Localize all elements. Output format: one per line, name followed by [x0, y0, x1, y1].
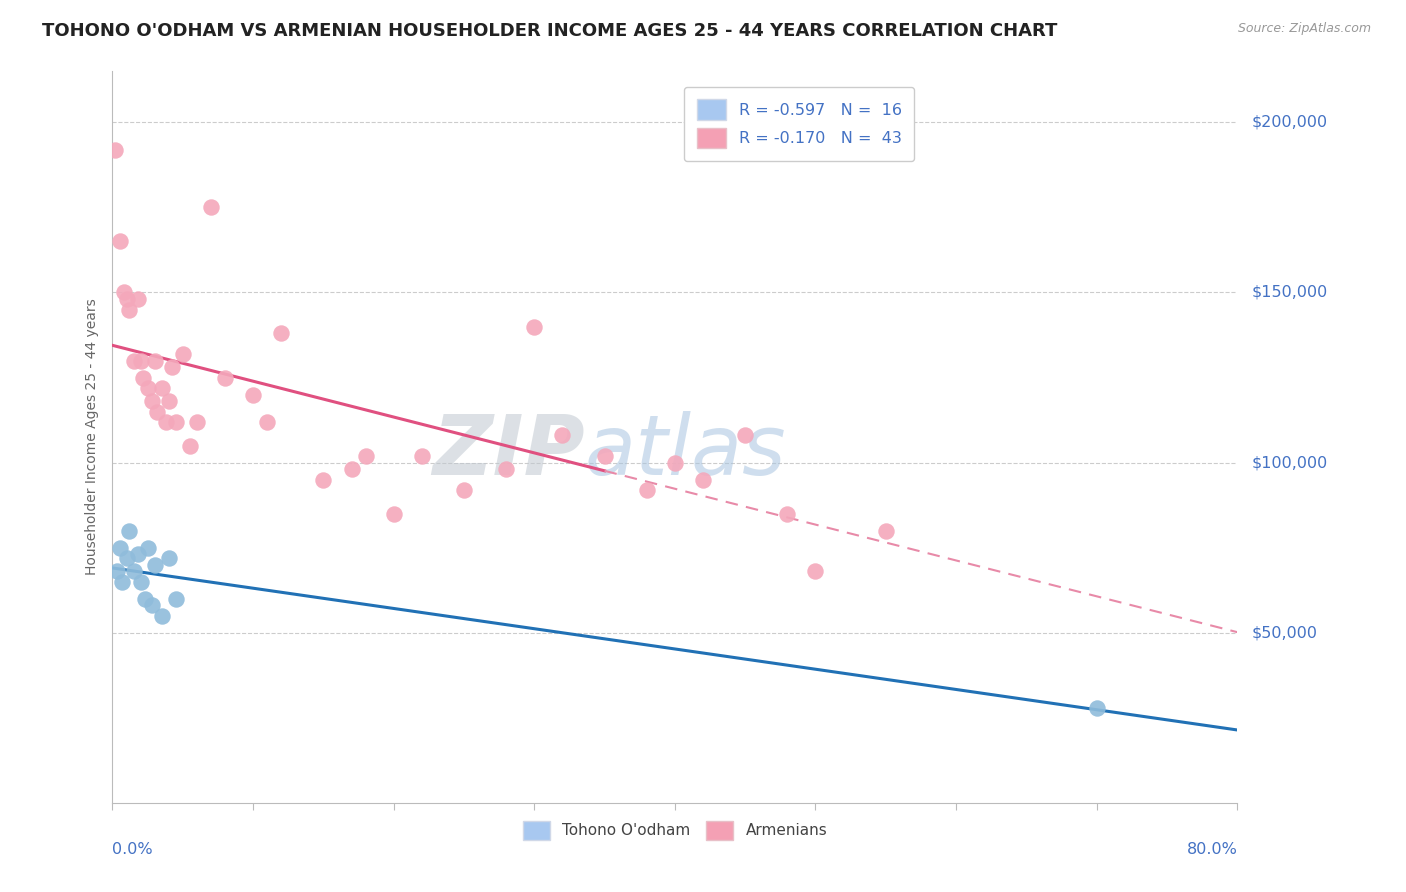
Point: [108, 541, 131, 555]
Text: $150,000: $150,000: [1251, 285, 1327, 300]
Point: [132, 370, 155, 384]
Point: [1085, 700, 1108, 714]
Legend: Tohono O'odham, Armenians: Tohono O'odham, Armenians: [516, 814, 834, 847]
Point: [115, 293, 138, 307]
Point: [340, 462, 363, 476]
Point: [270, 326, 292, 341]
Point: [136, 541, 159, 555]
Point: [141, 599, 163, 613]
Point: [143, 558, 166, 572]
Text: TOHONO O'ODHAM VS ARMENIAN HOUSEHOLDER INCOME AGES 25 - 44 YEARS CORRELATION CHA: TOHONO O'ODHAM VS ARMENIAN HOUSEHOLDER I…: [42, 22, 1057, 40]
Point: [127, 548, 149, 562]
Point: [157, 550, 180, 565]
Point: [411, 449, 433, 463]
Point: [312, 473, 335, 487]
Point: [172, 347, 194, 361]
Point: [115, 550, 138, 565]
Text: 0.0%: 0.0%: [112, 842, 153, 856]
Point: [129, 574, 152, 589]
Point: [122, 565, 145, 579]
Point: [150, 381, 173, 395]
Point: [157, 394, 180, 409]
Point: [136, 381, 159, 395]
Point: [242, 387, 264, 401]
Point: [875, 524, 897, 538]
Point: [165, 415, 187, 429]
Point: [186, 415, 208, 429]
Point: [118, 302, 141, 317]
Point: [382, 507, 405, 521]
Point: [776, 507, 799, 521]
Point: [108, 235, 131, 249]
Text: ZIP: ZIP: [432, 411, 585, 492]
Point: [636, 483, 658, 497]
Text: $50,000: $50,000: [1251, 625, 1317, 640]
Point: [200, 201, 222, 215]
Point: [118, 524, 141, 538]
Point: [453, 483, 475, 497]
Point: [111, 574, 134, 589]
Point: [105, 565, 128, 579]
Point: [141, 394, 163, 409]
Point: [160, 360, 183, 375]
Point: [150, 608, 173, 623]
Point: [214, 370, 236, 384]
Point: [256, 415, 278, 429]
Point: [134, 591, 156, 606]
Point: [127, 293, 149, 307]
Text: atlas: atlas: [585, 411, 786, 492]
Point: [354, 449, 377, 463]
Point: [734, 428, 756, 442]
Text: $100,000: $100,000: [1251, 455, 1327, 470]
Point: [104, 143, 127, 157]
Point: [692, 473, 714, 487]
Point: [146, 404, 169, 418]
Point: [551, 428, 574, 442]
Point: [523, 319, 546, 334]
Point: [129, 353, 152, 368]
Point: [112, 285, 135, 300]
Point: [495, 462, 517, 476]
Text: 80.0%: 80.0%: [1187, 842, 1237, 856]
Text: Source: ZipAtlas.com: Source: ZipAtlas.com: [1237, 22, 1371, 36]
Y-axis label: Householder Income Ages 25 - 44 years: Householder Income Ages 25 - 44 years: [84, 299, 98, 575]
Point: [122, 353, 145, 368]
Point: [143, 353, 166, 368]
Point: [593, 449, 616, 463]
Point: [804, 565, 827, 579]
Point: [155, 415, 177, 429]
Point: [179, 439, 201, 453]
Text: $200,000: $200,000: [1251, 115, 1327, 130]
Point: [664, 456, 686, 470]
Point: [165, 591, 187, 606]
